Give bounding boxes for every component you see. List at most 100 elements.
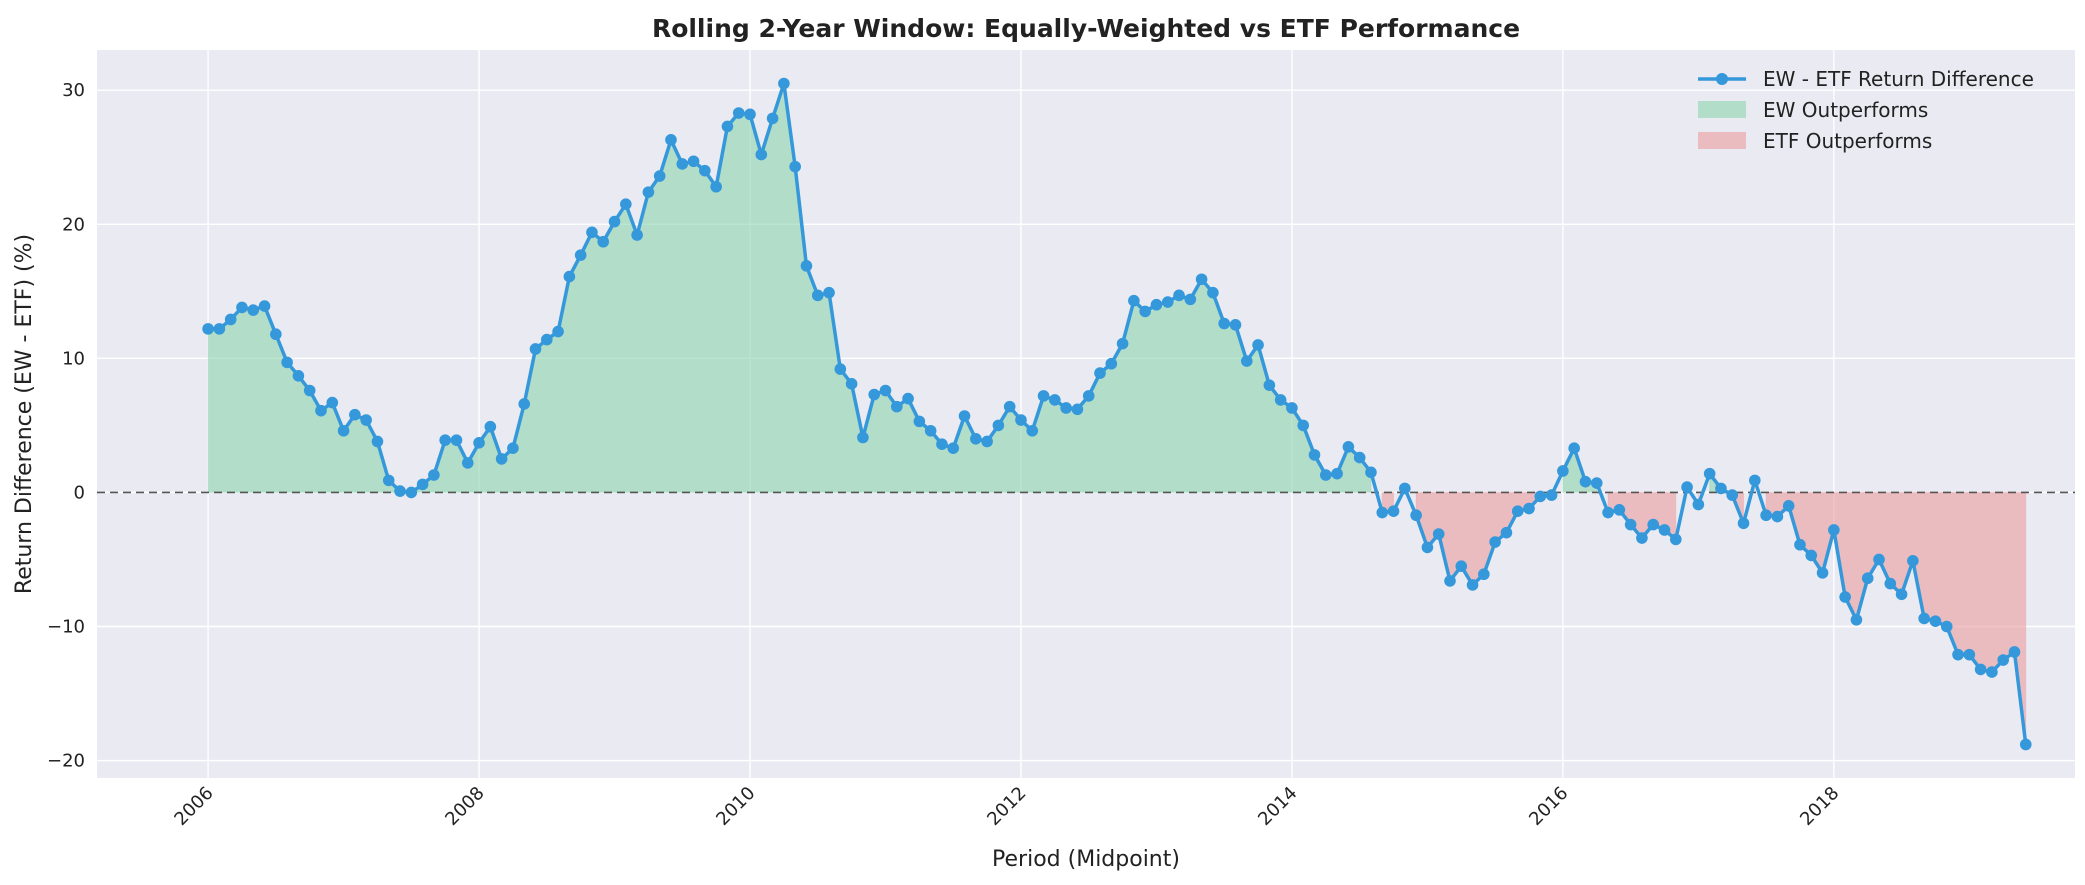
data-point [428, 469, 440, 481]
data-point [1094, 367, 1106, 379]
data-point [890, 400, 903, 413]
data-point [1139, 305, 1151, 318]
data-point [1590, 477, 1603, 489]
data-point [574, 249, 587, 261]
data-point [970, 433, 982, 445]
data-point [1726, 489, 1739, 501]
data-point [552, 325, 564, 338]
data-point [1286, 402, 1298, 414]
data-point [382, 474, 395, 487]
data-point [924, 424, 937, 437]
data-point [1116, 337, 1129, 350]
data-point [1421, 541, 1434, 554]
data-point [405, 486, 418, 499]
data-point [778, 77, 790, 90]
data-point [247, 304, 260, 316]
data-point [1003, 400, 1016, 413]
data-point [349, 408, 361, 421]
data-point [1478, 568, 1490, 581]
data-point [1308, 449, 1321, 461]
data-point [981, 435, 993, 448]
data-point [1455, 560, 1468, 572]
data-point [1173, 289, 1185, 302]
data-point [1184, 293, 1197, 306]
data-point [394, 485, 406, 497]
data-point [1218, 317, 1230, 330]
data-point [2008, 646, 2021, 658]
data-point [823, 286, 835, 299]
data-point [1681, 481, 1693, 493]
data-point [540, 333, 553, 346]
data-point [1376, 506, 1389, 519]
data-point [597, 235, 610, 248]
data-point [1026, 424, 1039, 437]
x-tick-label: 2010 [712, 783, 759, 830]
data-point [902, 392, 914, 405]
data-point [1511, 505, 1524, 518]
x-tick-label: 2008 [441, 783, 488, 830]
data-point [1410, 509, 1422, 522]
data-point [281, 356, 293, 369]
data-point [744, 108, 756, 121]
y-tick-label: −20 [47, 751, 85, 772]
data-point [507, 442, 519, 454]
data-point [1150, 298, 1163, 311]
x-tick-label: 2016 [1525, 783, 1572, 830]
x-tick-label: 2014 [1254, 783, 1301, 830]
data-point [811, 289, 824, 302]
legend-label-ew-outperforms: EW Outperforms [1763, 98, 1928, 122]
data-point [879, 384, 892, 397]
data-point [710, 180, 722, 193]
data-point [518, 398, 531, 410]
data-point [732, 107, 745, 119]
data-point [1850, 613, 1863, 626]
data-point [1229, 319, 1242, 331]
data-point [586, 226, 598, 239]
data-point [665, 134, 677, 146]
x-tick-label: 2006 [170, 783, 217, 830]
data-point [687, 155, 700, 168]
data-point [1387, 505, 1400, 518]
data-point [1523, 502, 1535, 515]
data-point [1997, 654, 2009, 666]
data-point [608, 215, 621, 228]
data-point [947, 442, 960, 454]
x-tick-label: 2018 [1796, 783, 1843, 830]
data-point [461, 457, 474, 469]
data-point [236, 301, 248, 314]
data-point [1071, 403, 1084, 416]
legend-line-marker [1716, 73, 1728, 85]
data-point [1049, 394, 1061, 406]
data-point [1624, 518, 1637, 531]
data-point [1952, 648, 1964, 661]
data-point [1737, 517, 1750, 530]
data-point [258, 300, 271, 312]
data-point [1918, 612, 1930, 625]
data-point [857, 431, 869, 444]
data-point [1568, 442, 1580, 454]
data-point [1444, 575, 1456, 587]
data-point [1297, 419, 1310, 432]
legend-swatch-etf-outperforms [1698, 132, 1746, 149]
data-point [1873, 553, 1885, 566]
data-point [1940, 620, 1953, 633]
data-point [1240, 355, 1253, 367]
data-point [1963, 648, 1976, 661]
data-point [213, 323, 226, 335]
data-point [1715, 482, 1727, 495]
data-point [1195, 273, 1208, 286]
data-point [1353, 451, 1366, 464]
data-point [1692, 498, 1705, 511]
data-point [1489, 536, 1501, 548]
data-point [1399, 482, 1411, 495]
data-point [1658, 524, 1671, 536]
data-point [1466, 579, 1479, 591]
data-point [1263, 379, 1276, 391]
data-point [800, 260, 813, 272]
y-tick-label: 0 [74, 482, 85, 503]
data-point [1760, 509, 1772, 522]
data-point [1884, 577, 1897, 590]
data-point [337, 424, 350, 437]
